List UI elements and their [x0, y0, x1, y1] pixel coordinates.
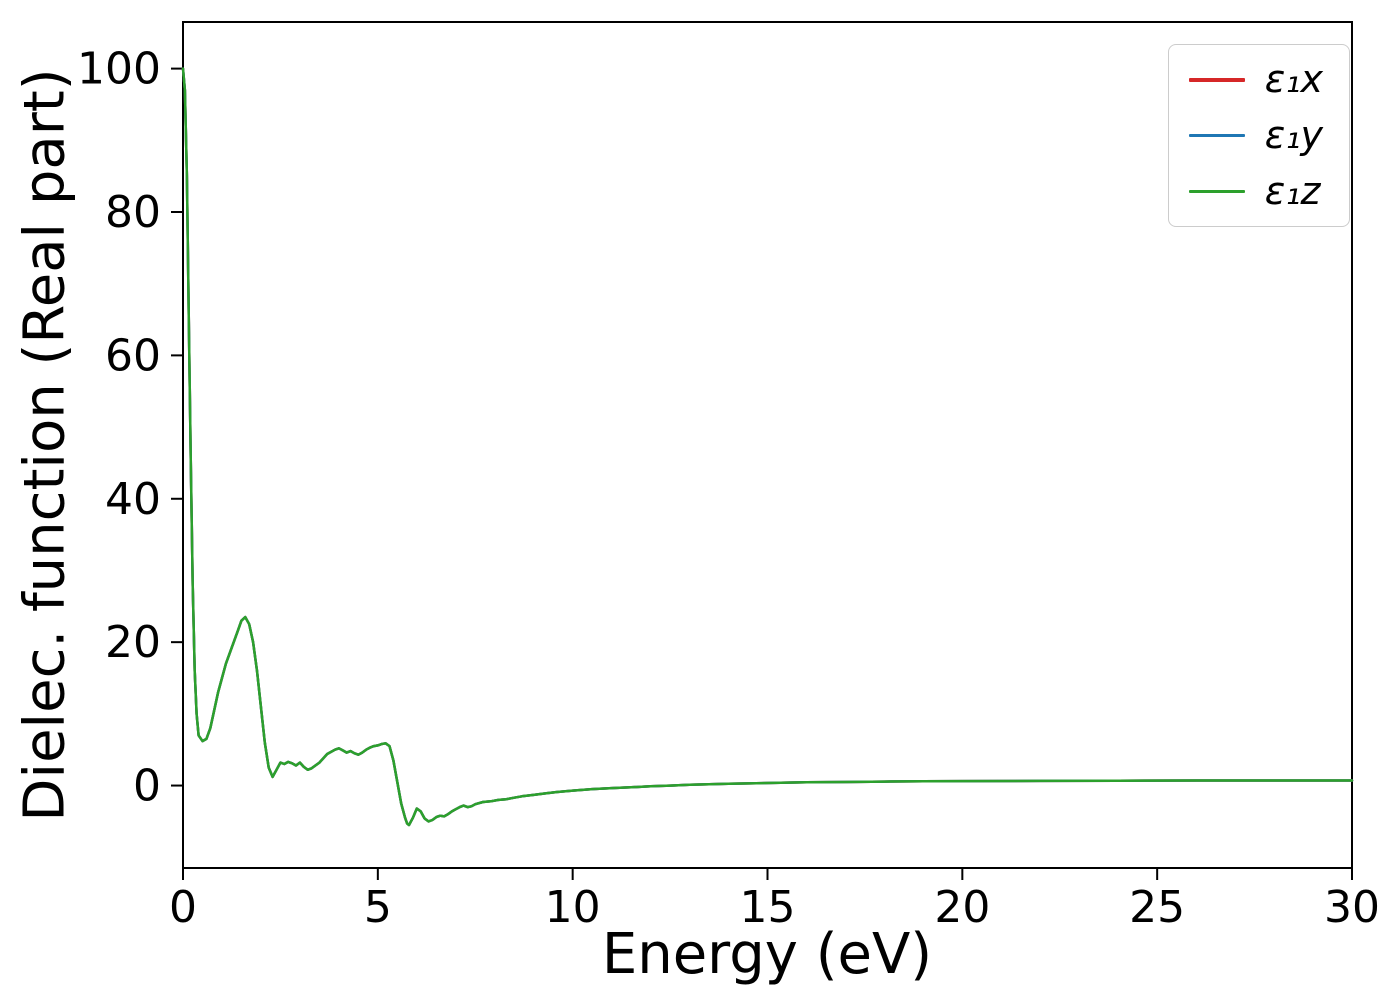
legend-entry: ε₁x — [1188, 57, 1323, 101]
x-tick-label: 5 — [364, 882, 392, 933]
y-tick-label: 40 — [105, 474, 161, 525]
x-tick-label: 15 — [740, 882, 796, 933]
legend-line-swatch — [1188, 78, 1245, 82]
x-tick-label: 30 — [1324, 882, 1380, 933]
y-axis-label: Dielec. function (Real part) — [12, 68, 78, 822]
legend-label: ε₁z — [1264, 168, 1321, 213]
series-line-3 — [181, 67, 1354, 827]
legend-entry: ε₁y — [1188, 112, 1323, 157]
x-tick-label: 25 — [1129, 882, 1185, 933]
y-tick-label: 80 — [105, 187, 161, 238]
y-tick-label: 60 — [105, 330, 161, 381]
x-tick-label: 20 — [934, 882, 990, 933]
x-tick-label: 10 — [545, 882, 601, 933]
legend-entry: ε₁z — [1188, 168, 1323, 213]
x-axis-label: Energy (eV) — [601, 922, 933, 987]
legend-label: ε₁y — [1264, 112, 1323, 157]
x-tick-label: 0 — [169, 882, 197, 933]
legend-line-swatch — [1188, 189, 1245, 194]
y-tick-label: 100 — [77, 44, 161, 95]
legend-label: ε₁x — [1264, 57, 1323, 101]
y-tick-label: 20 — [105, 617, 161, 668]
y-tick-label: 0 — [133, 761, 161, 812]
legend-line-swatch — [1188, 133, 1245, 138]
legend: ε₁x ε₁y ε₁z — [1167, 44, 1350, 228]
